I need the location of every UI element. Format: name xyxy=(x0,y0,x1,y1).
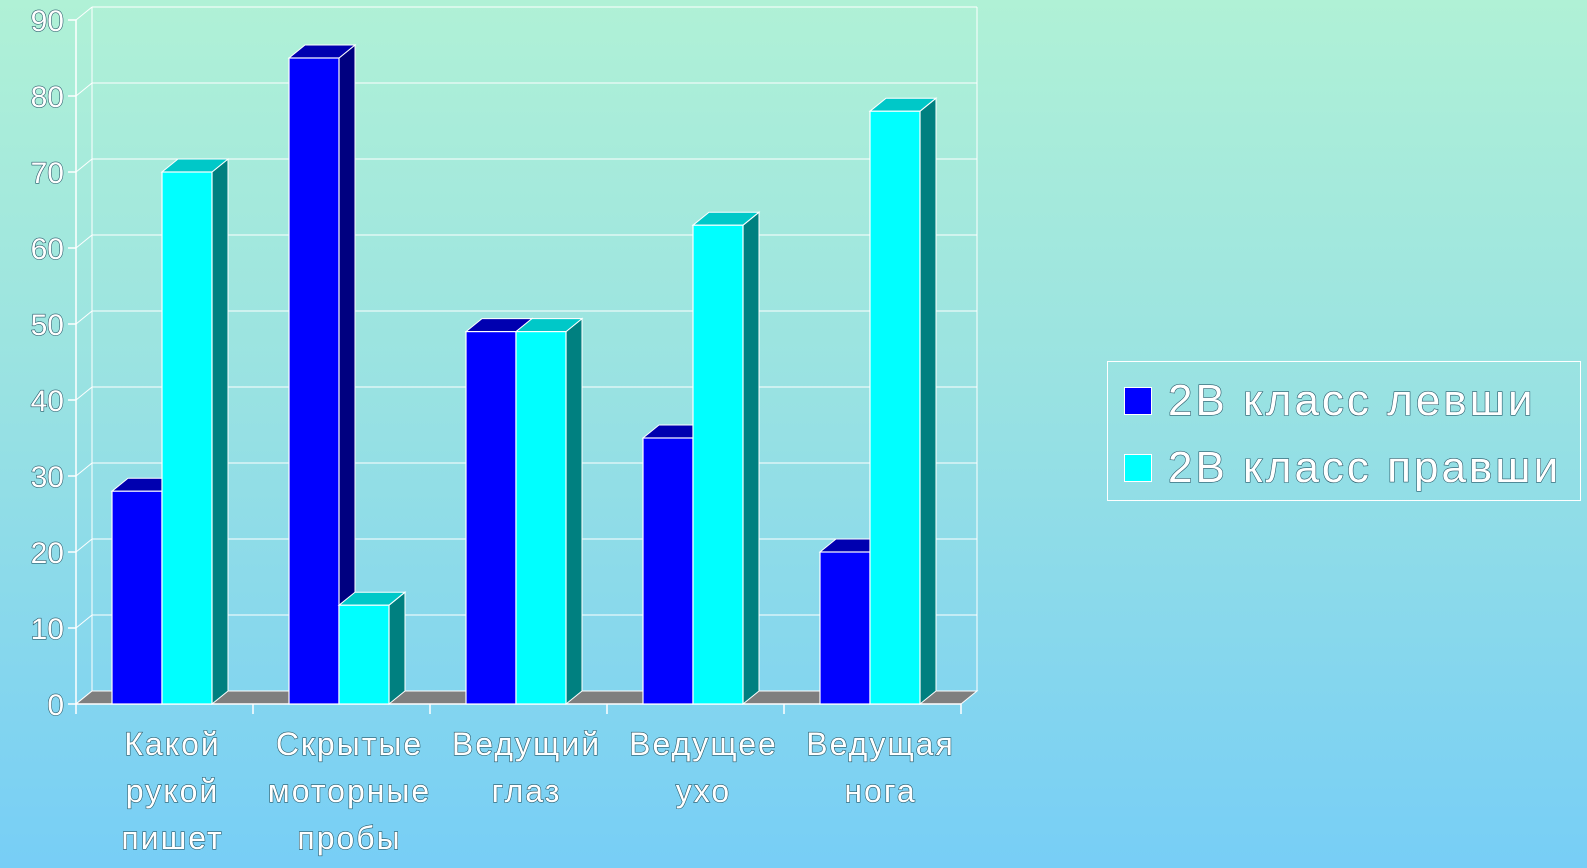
bar xyxy=(819,551,871,705)
y-tick-label: 50 xyxy=(31,309,64,342)
y-tick-label: 10 xyxy=(31,613,64,646)
bar-side xyxy=(742,211,760,706)
gridline-side xyxy=(75,614,93,629)
x-category-label: ухо xyxy=(676,773,731,809)
x-category-label: Ведущая xyxy=(806,726,955,762)
bar xyxy=(288,57,340,705)
bar xyxy=(515,331,567,705)
x-category-label: Скрытые xyxy=(276,726,423,762)
chart-legend: 2В класс левши 2В класс правши xyxy=(1107,361,1581,501)
bar xyxy=(692,224,744,705)
legend-label-series-2: 2В класс правши xyxy=(1167,442,1562,492)
x-category-label: моторные xyxy=(268,773,431,809)
y-tick-label: 40 xyxy=(31,385,64,418)
bar xyxy=(161,171,213,705)
x-category-label: рукой xyxy=(126,773,219,809)
x-category-label: пишет xyxy=(121,820,223,856)
y-tick-label: 90 xyxy=(31,5,64,38)
y-tick-label: 60 xyxy=(31,233,64,266)
gridline-side xyxy=(75,82,93,97)
legend-swatch-series-2 xyxy=(1124,454,1152,482)
legend-label-series-1: 2В класс левши xyxy=(1167,375,1536,425)
bar xyxy=(111,490,163,705)
gridline-side xyxy=(75,158,93,173)
x-category-label: Ведущий xyxy=(452,726,601,762)
gridline-side xyxy=(75,310,93,325)
legend-item-series-2: 2В класс правши xyxy=(1124,442,1561,493)
gridline-side xyxy=(75,6,93,21)
gridline-side xyxy=(75,386,93,401)
x-category-label: пробы xyxy=(297,820,401,856)
bar-side xyxy=(388,591,406,706)
gridline-side xyxy=(75,462,93,477)
legend-item-series-1: 2В класс левши xyxy=(1124,375,1536,426)
y-tick-label: 80 xyxy=(31,81,64,114)
legend-swatch-series-1 xyxy=(1124,387,1152,415)
y-tick-label: 30 xyxy=(31,461,64,494)
x-category-label: Ведущее xyxy=(629,726,778,762)
x-category-label: Какой xyxy=(124,726,220,762)
y-tick-label: 70 xyxy=(31,157,64,190)
x-category-label: глаз xyxy=(492,773,562,809)
y-tick-label: 0 xyxy=(47,689,64,722)
y-tick-label: 20 xyxy=(31,537,64,570)
bar xyxy=(642,437,694,705)
bar xyxy=(869,110,921,705)
bar-side xyxy=(211,157,229,706)
gridline-side xyxy=(75,538,93,553)
gridline-side xyxy=(75,234,93,249)
bar-side xyxy=(565,317,583,706)
bar xyxy=(338,604,390,705)
bar-side xyxy=(919,97,937,706)
x-category-label: нога xyxy=(844,773,916,809)
bar xyxy=(465,331,517,705)
